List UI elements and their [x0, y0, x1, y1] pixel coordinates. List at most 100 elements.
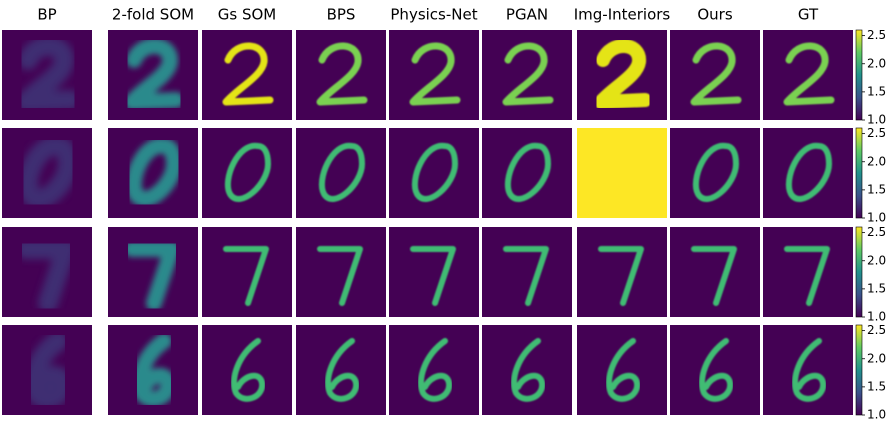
- image-tile: [108, 325, 198, 415]
- image-tile: [577, 325, 667, 415]
- colorbar-tick-label: 1.0: [867, 310, 886, 324]
- colorbar: [855, 226, 863, 318]
- digit-stroke: [502, 42, 554, 106]
- tile-background: [389, 128, 479, 218]
- digit-stroke: [18, 135, 78, 209]
- digit-stroke: [693, 142, 739, 202]
- digit-stroke: [786, 142, 832, 202]
- digit-stroke: [325, 338, 360, 402]
- digit-stroke: [690, 42, 742, 106]
- digit-stroke: [223, 246, 269, 306]
- digit-stroke: [505, 142, 551, 202]
- image-tile: [482, 325, 572, 415]
- colorbar-tick-label: 2.5: [867, 225, 886, 239]
- digit-stroke: [410, 246, 456, 306]
- image-tile: [2, 128, 92, 218]
- colorbar-tick-label: 2.0: [867, 154, 886, 168]
- image-tile: [108, 30, 198, 120]
- colorbar-tick-label: 2.5: [867, 126, 886, 140]
- column-header: PGAN: [506, 6, 548, 24]
- digit-stroke: [598, 246, 644, 306]
- colorbar-tick-label: 1.5: [867, 379, 886, 393]
- digit-stroke: [126, 137, 182, 207]
- image-tile: [763, 325, 853, 415]
- image-tile: [202, 325, 292, 415]
- digit-stroke: [511, 338, 546, 402]
- digit-stroke: [792, 338, 827, 402]
- image-tile: [389, 30, 479, 120]
- digit-stroke: [319, 142, 365, 202]
- tile-background: [296, 128, 386, 218]
- digit-stroke: [783, 42, 835, 106]
- digit-stroke: [606, 338, 641, 402]
- digit-stroke: [132, 333, 176, 407]
- image-tile: [482, 128, 572, 218]
- colorbar-tick-label: 1.5: [867, 182, 886, 196]
- tile-background: [763, 128, 853, 218]
- colorbar: [855, 29, 863, 121]
- image-tile: [296, 325, 386, 415]
- image-tile: [670, 325, 760, 415]
- digit-stroke: [699, 338, 734, 402]
- image-tile: [296, 227, 386, 317]
- colorbar-tick-label: 1.0: [867, 211, 886, 225]
- image-tile: [763, 30, 853, 120]
- digit-stroke: [222, 42, 274, 106]
- image-tile: [2, 30, 92, 120]
- column-header: Ours: [697, 6, 732, 24]
- colorbar-tick-label: 1.0: [867, 113, 886, 127]
- colorbar-tick-label: 2.0: [867, 253, 886, 267]
- image-tile: [763, 227, 853, 317]
- column-header: GT: [798, 6, 819, 24]
- image-tile: [670, 30, 760, 120]
- image-tile: [296, 30, 386, 120]
- image-tile: [577, 30, 667, 120]
- column-header: Img-Interiors: [574, 6, 671, 24]
- image-tile: [202, 227, 292, 317]
- digit-stroke: [225, 142, 271, 202]
- image-tile: [202, 128, 292, 218]
- image-tile: [296, 128, 386, 218]
- column-header: Gs SOM: [218, 6, 276, 24]
- image-tile: [670, 227, 760, 317]
- digit-stroke: [231, 338, 266, 402]
- image-tile: [2, 325, 92, 415]
- image-tile: [670, 128, 760, 218]
- digit-stroke: [409, 42, 461, 106]
- colorbar: [855, 127, 863, 219]
- colorbar-tick-label: 1.5: [867, 281, 886, 295]
- image-tile: [108, 227, 198, 317]
- colorbar-tick-label: 2.0: [867, 56, 886, 70]
- tile-background: [202, 128, 292, 218]
- digit-stroke: [503, 246, 549, 306]
- column-header: BPS: [327, 6, 356, 24]
- image-tile: [389, 227, 479, 317]
- digit-stroke: [412, 142, 458, 202]
- digit-stroke: [691, 246, 737, 306]
- digit-stroke: [784, 246, 830, 306]
- column-header: BP: [37, 6, 56, 24]
- digit-stroke: [594, 39, 652, 109]
- tile-background: [670, 128, 760, 218]
- image-tile: [202, 30, 292, 120]
- image-tile: [389, 325, 479, 415]
- saturated-image: [577, 128, 667, 218]
- image-tile: [763, 128, 853, 218]
- colorbar-tick-label: 1.5: [867, 84, 886, 98]
- image-tile: [108, 128, 198, 218]
- colorbar-tick-label: 2.5: [867, 28, 886, 42]
- colorbar-tick-label: 1.0: [867, 408, 886, 422]
- image-tile: [2, 227, 92, 317]
- image-tile: [577, 128, 667, 218]
- colorbar-tick-label: 2.0: [867, 351, 886, 365]
- digit-stroke: [316, 42, 368, 106]
- colorbar-tick-label: 2.5: [867, 323, 886, 337]
- column-header: 2-fold SOM: [112, 6, 194, 24]
- image-tile: [482, 30, 572, 120]
- digit-stroke: [16, 36, 80, 112]
- digit-stroke: [418, 338, 453, 402]
- image-tile: [577, 227, 667, 317]
- image-tile: [389, 128, 479, 218]
- digit-stroke: [124, 241, 180, 311]
